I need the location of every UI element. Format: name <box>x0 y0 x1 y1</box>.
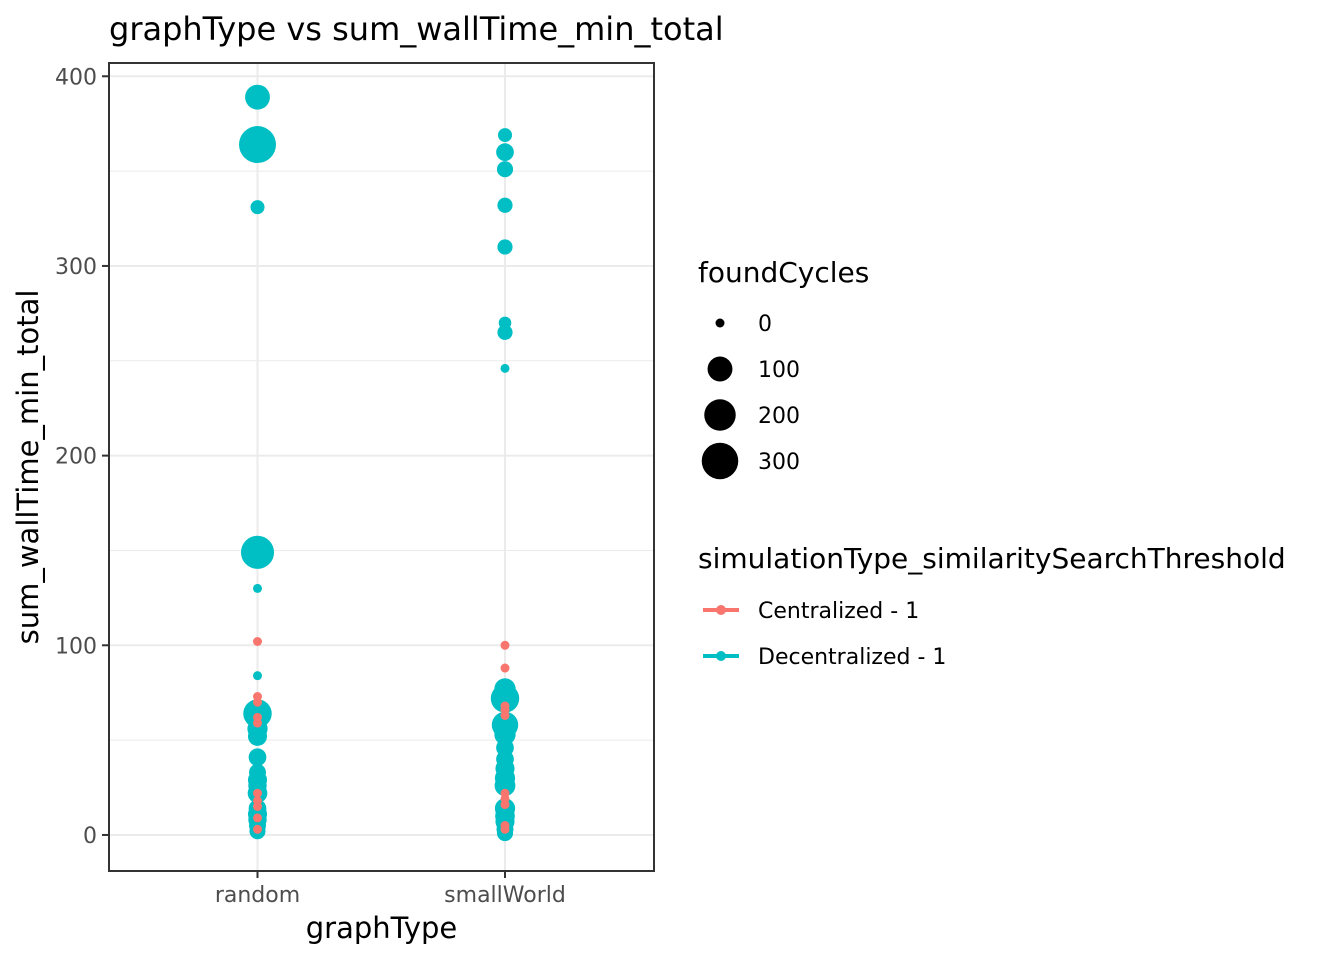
data-point <box>500 640 510 650</box>
plot-panel-border <box>108 62 655 872</box>
x-axis-label: graphType <box>306 911 458 945</box>
data-point <box>253 824 262 834</box>
y-tick-label: 200 <box>55 445 97 470</box>
data-point <box>496 143 514 162</box>
data-point <box>239 126 276 164</box>
data-point <box>240 535 275 569</box>
data-point <box>497 324 513 340</box>
data-point <box>497 197 513 213</box>
data-point <box>250 200 265 215</box>
plot-panel-background <box>109 63 654 871</box>
size-legend-key <box>715 318 725 328</box>
data-point <box>494 723 516 746</box>
data-point <box>497 128 513 143</box>
data-point <box>494 678 516 700</box>
size-legend-label: 200 <box>758 404 800 429</box>
color-legend-title: simulationType_similaritySearchThreshold <box>698 542 1286 575</box>
data-points <box>239 84 520 842</box>
x-tick-label: smallWorld <box>444 883 566 908</box>
data-point <box>253 788 262 798</box>
chart-title: graphType vs sum_wallTime_min_total <box>109 10 724 48</box>
data-point <box>248 776 267 795</box>
data-point <box>253 697 262 707</box>
y-axis-label: sum_wallTime_min_total <box>11 290 45 645</box>
data-point <box>253 718 262 728</box>
data-point <box>253 802 262 812</box>
size-legend-key <box>704 399 736 431</box>
data-point <box>248 748 267 767</box>
size-legend-title: foundCycles <box>698 256 869 289</box>
data-point <box>253 813 262 823</box>
data-point <box>500 800 510 810</box>
y-tick-label: 400 <box>55 65 97 90</box>
color-legend-label: Decentralized - 1 <box>758 645 946 670</box>
data-point <box>500 710 510 720</box>
data-point <box>253 636 262 646</box>
color-legend-key-dot <box>716 605 726 615</box>
color-legend-label: Centralized - 1 <box>758 599 919 624</box>
data-point <box>247 726 268 746</box>
data-point <box>500 824 510 834</box>
data-point <box>496 161 514 178</box>
color-legend: simulationType_similaritySearchThreshold… <box>698 542 1286 670</box>
y-tick-label: 100 <box>55 634 97 659</box>
axes: 0 100 200 300 400 random smallWorld <box>55 65 566 908</box>
data-point <box>253 671 262 681</box>
data-point <box>497 239 513 255</box>
size-legend-key <box>707 356 733 382</box>
y-tick-label: 300 <box>55 255 97 280</box>
size-legend: foundCycles 0 100 200 300 <box>698 256 869 480</box>
data-point <box>245 84 270 110</box>
size-legend-label: 100 <box>758 358 800 383</box>
data-point <box>500 663 510 673</box>
y-tick-label: 0 <box>83 824 97 849</box>
color-legend-key-dot <box>716 651 726 661</box>
x-tick-label: random <box>215 883 300 908</box>
data-point <box>500 363 510 373</box>
size-legend-label: 0 <box>758 312 772 337</box>
size-legend-key <box>701 442 739 480</box>
data-point <box>496 750 514 768</box>
data-point <box>253 583 262 593</box>
data-point <box>249 763 266 781</box>
size-legend-label: 300 <box>758 450 800 475</box>
data-point <box>498 316 512 330</box>
